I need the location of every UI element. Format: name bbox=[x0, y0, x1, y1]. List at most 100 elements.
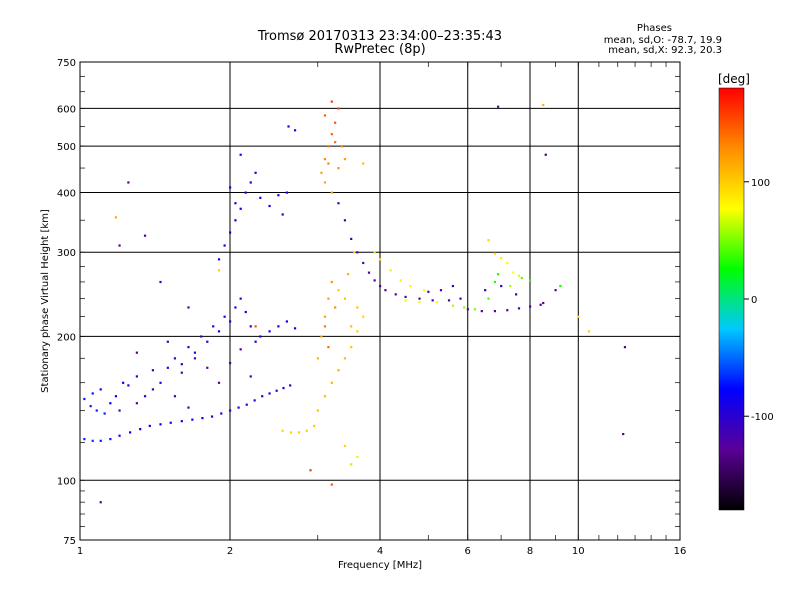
data-point bbox=[159, 381, 162, 384]
data-point bbox=[287, 125, 290, 128]
data-point bbox=[427, 290, 430, 293]
data-point bbox=[229, 231, 232, 234]
data-point bbox=[217, 330, 221, 333]
data-point bbox=[330, 191, 333, 194]
data-point bbox=[542, 301, 545, 305]
data-point bbox=[297, 431, 301, 434]
data-point bbox=[337, 369, 340, 372]
data-point bbox=[327, 346, 330, 349]
data-point bbox=[83, 397, 86, 401]
data-point bbox=[484, 289, 487, 292]
data-point bbox=[201, 416, 204, 420]
colorbar bbox=[718, 87, 745, 511]
data-point bbox=[309, 469, 312, 472]
data-point bbox=[229, 409, 232, 412]
data-point bbox=[517, 274, 521, 277]
data-point bbox=[337, 107, 340, 110]
data-point bbox=[166, 340, 169, 343]
data-point bbox=[356, 455, 359, 458]
data-point bbox=[343, 219, 347, 222]
data-point bbox=[463, 306, 466, 309]
colorbar-tick-label: 0 bbox=[751, 295, 757, 306]
data-point bbox=[200, 335, 203, 338]
data-point bbox=[529, 279, 532, 282]
data-point bbox=[259, 196, 262, 199]
data-point bbox=[118, 244, 121, 247]
data-point bbox=[151, 369, 155, 372]
data-point bbox=[544, 153, 547, 156]
data-point bbox=[389, 269, 392, 272]
data-point bbox=[148, 424, 151, 428]
data-point bbox=[346, 273, 350, 276]
data-point bbox=[439, 289, 443, 292]
y-tick-label: 600 bbox=[57, 104, 76, 115]
data-point bbox=[118, 409, 121, 412]
data-point bbox=[127, 384, 130, 387]
data-point bbox=[334, 121, 337, 124]
data-point bbox=[191, 418, 194, 421]
data-point bbox=[323, 315, 327, 318]
data-point bbox=[305, 429, 308, 432]
data-point bbox=[173, 395, 177, 398]
data-point bbox=[159, 423, 162, 426]
data-point bbox=[409, 284, 412, 288]
data-point bbox=[343, 444, 347, 448]
axis-ticks: 1 2 4 6 8 10 16 75 100 200 300 400 500 600 750 bbox=[57, 58, 686, 557]
data-point bbox=[323, 181, 327, 184]
data-point bbox=[356, 251, 359, 254]
data-point bbox=[493, 280, 497, 284]
data-point bbox=[289, 431, 293, 434]
data-point bbox=[404, 295, 407, 299]
data-point bbox=[109, 402, 112, 405]
data-point bbox=[193, 357, 197, 360]
grid-lines bbox=[80, 62, 680, 540]
data-point bbox=[399, 279, 402, 282]
data-point bbox=[327, 145, 330, 148]
data-point bbox=[169, 421, 172, 424]
data-point bbox=[259, 335, 262, 338]
data-point bbox=[362, 162, 365, 165]
data-point bbox=[223, 244, 226, 247]
data-point bbox=[180, 420, 183, 423]
x-tick-label: 16 bbox=[674, 546, 687, 557]
data-point bbox=[229, 361, 232, 365]
data-point bbox=[330, 280, 333, 284]
x-tick-label: 1 bbox=[77, 546, 83, 557]
data-point bbox=[173, 357, 177, 360]
colorbar-ticks: 100 0 -100 bbox=[744, 178, 774, 423]
data-point bbox=[114, 216, 118, 219]
data-point bbox=[334, 306, 337, 309]
data-point bbox=[356, 330, 359, 333]
data-point bbox=[99, 501, 102, 504]
y-tick-label: 500 bbox=[57, 142, 76, 153]
data-point bbox=[500, 256, 503, 260]
data-point bbox=[577, 315, 580, 318]
data-point bbox=[244, 310, 247, 314]
data-point bbox=[356, 306, 359, 309]
data-point bbox=[451, 304, 455, 307]
data-point bbox=[143, 234, 147, 237]
data-point bbox=[353, 251, 356, 254]
data-point bbox=[239, 348, 242, 351]
data-point bbox=[330, 100, 333, 103]
data-point bbox=[316, 357, 319, 360]
data-point bbox=[323, 114, 327, 117]
data-point bbox=[373, 251, 376, 254]
data-point bbox=[282, 386, 285, 390]
data-point bbox=[180, 363, 183, 366]
data-point bbox=[187, 306, 190, 309]
data-point bbox=[139, 428, 142, 431]
data-point bbox=[334, 141, 337, 144]
x-axis-label: Frequency [MHz] bbox=[338, 560, 422, 571]
data-point bbox=[99, 388, 102, 391]
data-point bbox=[206, 366, 209, 369]
data-point bbox=[379, 258, 382, 261]
data-point bbox=[206, 340, 209, 343]
data-point bbox=[254, 340, 257, 343]
data-point bbox=[350, 346, 353, 349]
data-point bbox=[512, 271, 515, 274]
colorbar-tick-label: 100 bbox=[751, 178, 770, 189]
data-point bbox=[239, 297, 242, 300]
data-point bbox=[379, 284, 382, 288]
